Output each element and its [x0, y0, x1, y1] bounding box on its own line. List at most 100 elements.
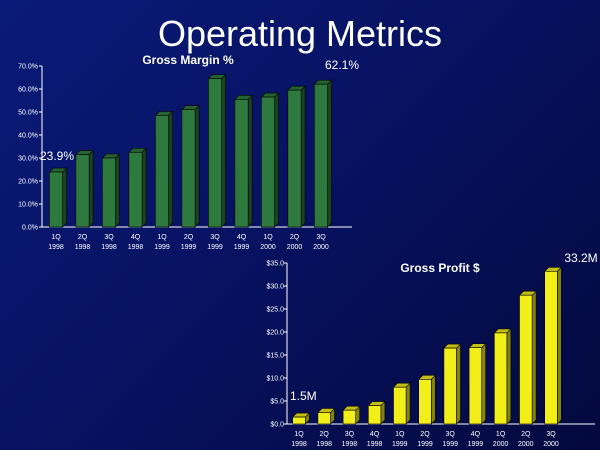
bar-front	[261, 96, 275, 228]
x-tick-label: 1998	[128, 244, 144, 251]
x-tick-label: 1999	[468, 441, 484, 448]
x-tick-label: 1Q	[263, 234, 273, 241]
data-label: 23.9%	[40, 149, 74, 163]
x-tick-label: 1999	[154, 244, 170, 251]
bar-front	[418, 379, 432, 425]
x-tick-label: 1Q	[294, 431, 304, 438]
x-tick-label: 1998	[48, 244, 64, 251]
bar-front	[287, 89, 302, 228]
y-tick-label: 30.0%	[18, 156, 38, 163]
x-tick-label: 4Q	[237, 234, 247, 241]
bar	[154, 110, 174, 228]
bar	[75, 149, 94, 228]
bar	[417, 374, 437, 425]
x-tick-label: 1999	[392, 441, 408, 448]
bar-front	[393, 386, 407, 425]
y-tick-label: 40.0%	[18, 133, 38, 140]
y-tick-label: $10.0	[266, 376, 284, 383]
bar-front	[155, 115, 169, 228]
y-tick-label: $15.0	[266, 353, 284, 360]
bar-front	[292, 416, 306, 425]
bar-front	[493, 332, 508, 425]
bar-side	[531, 290, 537, 425]
bar	[543, 266, 563, 425]
bar	[518, 290, 537, 425]
bar-front	[443, 347, 457, 425]
bar-front	[314, 83, 328, 228]
x-tick-label: 1Q	[496, 431, 506, 438]
bar	[234, 94, 253, 228]
x-tick-label: 1Q	[157, 234, 167, 241]
y-tick-label: 70.0%	[18, 64, 38, 71]
y-tick-label: $30.0	[266, 284, 284, 291]
bar	[128, 147, 147, 228]
y-tick-label: $5.0	[270, 399, 284, 406]
x-tick-label: 2000	[260, 244, 276, 251]
bar-front	[367, 405, 382, 425]
x-tick-label: 1999	[234, 244, 250, 251]
y-tick-label: 10.0%	[18, 202, 38, 209]
x-tick-label: 1998	[367, 441, 383, 448]
gross-margin-title: Gross Margin %	[142, 53, 234, 67]
bar	[367, 400, 386, 425]
x-tick-label: 2Q	[290, 234, 300, 241]
gross-margin-marks: 1Q 1998 2Q 1998 3Q 1998 4Q 1998 1Q 1999 2Q 1999 3Q 19…	[40, 58, 359, 251]
bar-side	[481, 342, 487, 425]
bar	[468, 342, 487, 425]
data-label: 33.2M	[564, 251, 597, 265]
gross-margin-axes: 0.0% 10.0% 20.0% 30.0% 40.0% 50.0% 60.0% 70.0%	[18, 64, 352, 232]
bar	[493, 328, 512, 425]
bar-side	[506, 328, 512, 425]
x-tick-label: 3Q	[210, 234, 220, 241]
x-tick-label: 2Q	[420, 431, 430, 438]
bar-front	[49, 171, 63, 228]
bar-side	[430, 374, 436, 425]
bar-front	[75, 154, 90, 228]
bar	[291, 412, 311, 425]
x-tick-label: 2000	[543, 441, 559, 448]
gross-profit-title: Gross Profit $	[400, 261, 480, 275]
bar-front	[468, 347, 483, 425]
x-tick-label: 1999	[181, 244, 197, 251]
bar	[48, 167, 68, 228]
data-label: 1.5M	[290, 389, 317, 403]
bar	[260, 92, 280, 228]
bar	[181, 104, 200, 228]
x-tick-label: 3Q	[316, 234, 326, 241]
bar	[342, 405, 361, 425]
y-tick-label: $0.0	[270, 422, 284, 429]
bar-front	[544, 270, 558, 425]
x-tick-label: 4Q	[131, 234, 141, 241]
bar-front	[102, 157, 116, 228]
x-tick-label: 4Q	[370, 431, 380, 438]
bar-front	[342, 409, 357, 425]
x-tick-label: 1998	[75, 244, 91, 251]
bar-front	[234, 99, 249, 228]
x-tick-label: 4Q	[471, 431, 481, 438]
y-tick-label: 60.0%	[18, 87, 38, 94]
x-tick-label: 1Q	[51, 234, 61, 241]
bar-front	[519, 294, 533, 425]
x-tick-label: 2Q	[320, 431, 330, 438]
x-tick-label: 1998	[101, 244, 117, 251]
x-tick-label: 3Q	[104, 234, 114, 241]
x-tick-label: 2Q	[521, 431, 531, 438]
y-tick-label: $35.0	[266, 261, 284, 268]
x-tick-label: 2000	[313, 244, 329, 251]
bar-front	[208, 78, 222, 228]
y-tick-label: 0.0%	[22, 225, 38, 232]
bar	[313, 79, 333, 228]
y-tick-label: 20.0%	[18, 179, 38, 186]
x-tick-label: 3Q	[446, 431, 456, 438]
x-tick-label: 2Q	[78, 234, 88, 241]
x-tick-label: 2000	[518, 441, 534, 448]
data-label: 62.1%	[325, 58, 359, 72]
x-tick-label: 1999	[442, 441, 458, 448]
x-tick-label: 2Q	[184, 234, 194, 241]
x-tick-label: 1998	[342, 441, 358, 448]
gross-profit-axes: $0.0 $5.0 $10.0 $15.0 $20.0 $25.0 $30.0 $35.0	[266, 261, 595, 429]
gross-profit-marks: 1Q 1998 2Q 1998 3Q 1998 4Q 1998 1Q 1999 2Q 1999 3Q 19…	[290, 251, 598, 448]
y-tick-label: $25.0	[266, 307, 284, 314]
